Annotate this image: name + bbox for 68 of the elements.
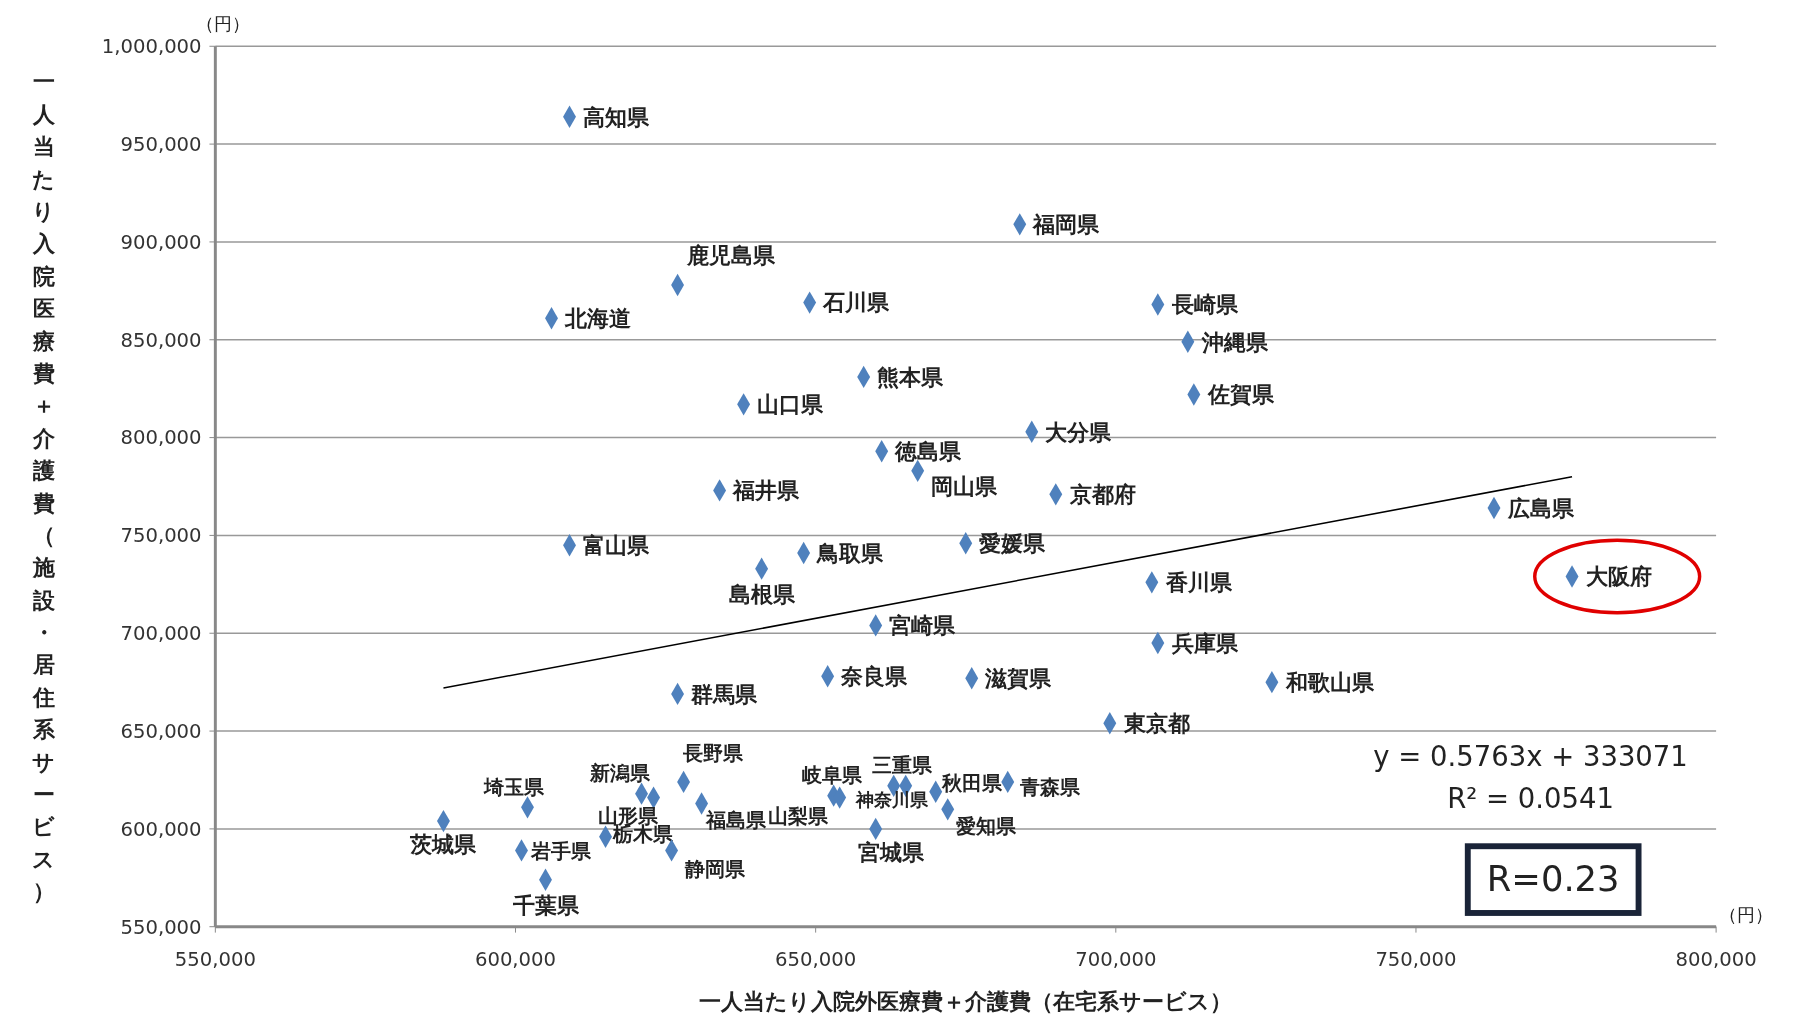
series-label: 大分県 — [1045, 419, 1113, 445]
series-label: 福島県 — [704, 809, 767, 833]
series-label: 愛知県 — [955, 814, 1017, 838]
x-tick-label: 600,000 — [474, 947, 557, 971]
series-label: 島根県 — [728, 582, 796, 608]
x-axis-title: 一人当たり入院外医療費＋介護費（在宅系サービス） — [699, 989, 1233, 1015]
series-label: 佐賀県 — [1206, 382, 1275, 408]
y-tick-label: 600,000 — [120, 817, 202, 841]
x-tick-label: 800,000 — [1675, 947, 1757, 971]
series-label: 滋賀県 — [984, 666, 1053, 692]
series-label: 静岡県 — [684, 857, 747, 881]
series-label: 宮崎県 — [889, 613, 957, 639]
series-label: 熊本県 — [877, 364, 945, 390]
series-label: 神奈川県 — [854, 790, 929, 811]
y-tick-label: 950,000 — [120, 132, 202, 156]
y-tick-label: 850,000 — [120, 328, 202, 352]
series-label: 山梨県 — [767, 805, 829, 829]
series-label: 徳島県 — [894, 439, 963, 465]
series-label: 東京都 — [1122, 711, 1190, 737]
series-label: 福岡県 — [1032, 212, 1101, 238]
series-label: 兵庫県 — [1170, 630, 1239, 656]
x-tick-label: 700,000 — [1075, 947, 1157, 971]
text: （円） — [1718, 904, 1773, 925]
series-label: 千葉県 — [511, 893, 580, 919]
series-label: 三重県 — [871, 754, 933, 778]
annotation: y = 0.5763x + 333071 — [1373, 739, 1688, 772]
series-label: 秋田県 — [940, 771, 1003, 795]
annotation: R=0.23 — [1486, 858, 1620, 900]
y-tick-label: 900,000 — [120, 230, 202, 254]
series-label: 大阪府 — [1585, 564, 1652, 590]
y-tick-label: 650,000 — [120, 719, 202, 743]
series-label: 広島県 — [1506, 495, 1575, 521]
series-label: 埼玉県 — [482, 775, 545, 799]
series-label: 福井県 — [732, 478, 801, 504]
series-label: 宮城県 — [858, 840, 926, 866]
series-label: 和歌山県 — [1284, 670, 1375, 695]
series-label: 新潟県 — [588, 761, 651, 785]
series-label: 石川県 — [822, 290, 891, 316]
y-tick-label: 550,000 — [120, 915, 202, 939]
y-tick-label: 750,000 — [120, 524, 202, 548]
series-label: 奈良県 — [840, 664, 909, 690]
series-label: 青森県 — [1018, 775, 1081, 799]
x-tick-label: 750,000 — [1375, 947, 1457, 971]
series-label: 鹿児島県 — [686, 243, 777, 269]
series-label: 高知県 — [583, 104, 651, 130]
series-label: 群馬県 — [690, 681, 759, 707]
text: （円） — [196, 13, 251, 34]
y-tick-label: 800,000 — [120, 426, 202, 450]
series-label: 山口県 — [757, 392, 825, 418]
y-tick-label: 1,000,000 — [101, 35, 202, 59]
series-label: 北海道 — [564, 306, 632, 332]
series-label: 富山県 — [583, 533, 651, 559]
series-label: 長崎県 — [1170, 292, 1239, 318]
series-label: 岡山県 — [931, 474, 999, 500]
annotation: R² = 0.0541 — [1447, 781, 1614, 814]
series-label: 香川県 — [1164, 570, 1233, 596]
series-label: 茨城県 — [409, 832, 478, 858]
series-label: 沖縄県 — [1200, 329, 1269, 355]
x-tick-label: 650,000 — [775, 947, 857, 971]
x-tick-label: 550,000 — [174, 947, 256, 971]
series-label: 長野県 — [682, 742, 745, 766]
text: 一人当たり入院医療費＋介護費（施設・居住系サービス） — [32, 69, 56, 905]
series-label: 岩手県 — [530, 840, 593, 864]
series-label: 鳥取県 — [816, 540, 885, 566]
series-label: 岐阜県 — [801, 763, 863, 787]
series-label: 愛媛県 — [979, 531, 1047, 557]
series-label: 京都府 — [1068, 482, 1136, 508]
y-tick-label: 700,000 — [120, 622, 202, 646]
